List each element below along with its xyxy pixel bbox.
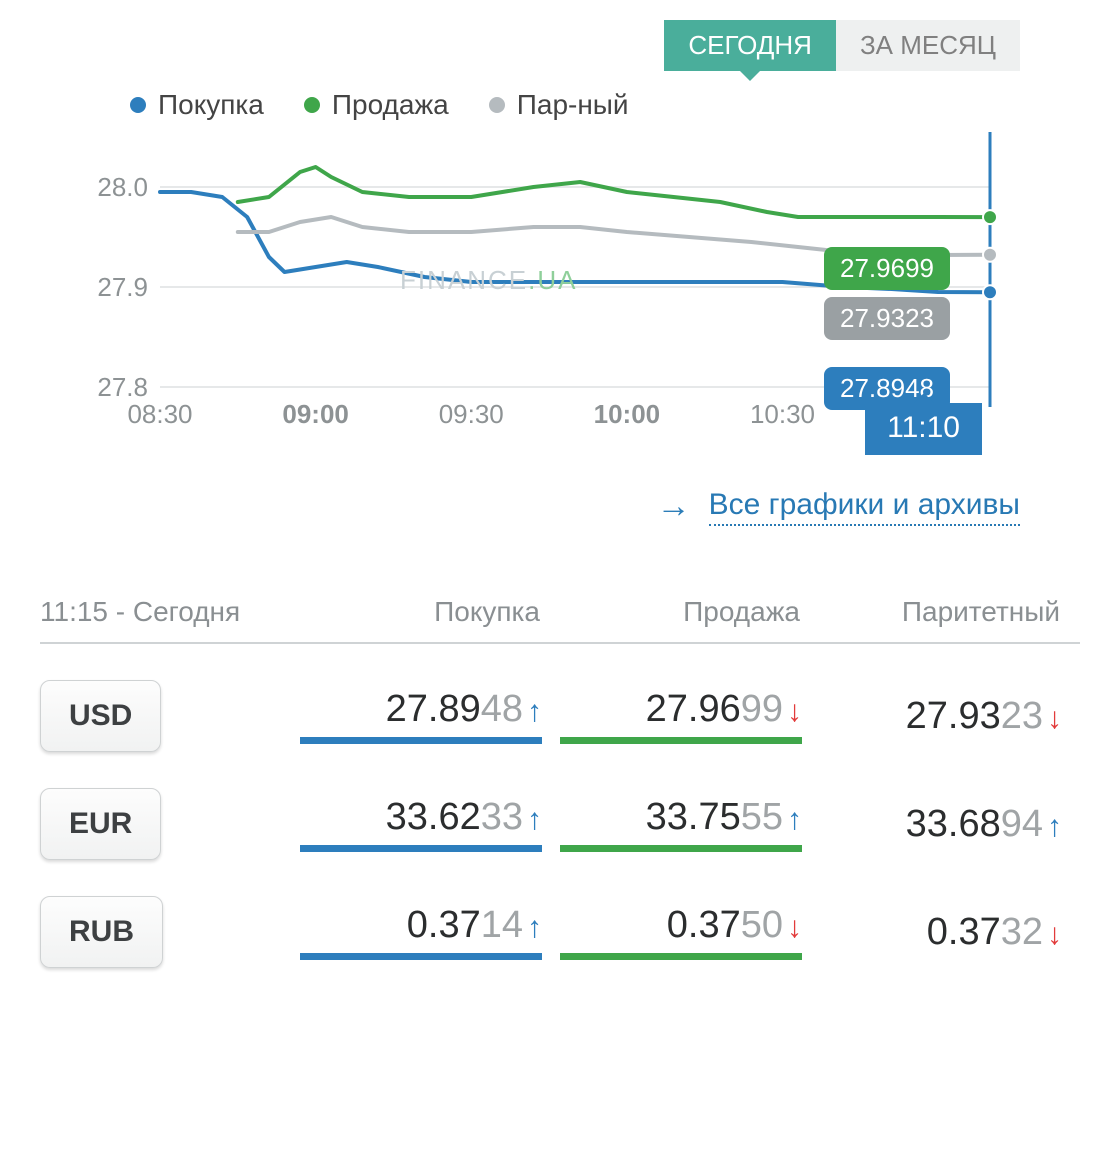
- legend-parity-swatch: [489, 97, 505, 113]
- period-tabs: СЕГОДНЯ ЗА МЕСЯЦ: [40, 20, 1020, 71]
- svg-text:27.8: 27.8: [97, 372, 148, 402]
- header-sell: Продажа: [560, 596, 820, 628]
- legend-sell-label: Продажа: [332, 89, 449, 121]
- value-bar: [560, 737, 802, 744]
- value-cell: 0.3732↓: [820, 911, 1080, 954]
- value-cell: 27.9323↓: [820, 695, 1080, 738]
- legend-parity: Пар-ный: [489, 89, 629, 121]
- arrow-up-icon: ↑: [527, 911, 542, 944]
- value-cell: 27.8948↑: [300, 688, 560, 744]
- legend-buy: Покупка: [130, 89, 264, 121]
- legend-buy-label: Покупка: [158, 89, 264, 121]
- tab-today[interactable]: СЕГОДНЯ: [664, 20, 836, 71]
- arrow-up-icon: ↑: [527, 695, 542, 728]
- header-time: 11:15 - Сегодня: [40, 596, 300, 628]
- value-cell: 0.3750↓: [560, 904, 820, 960]
- arrow-down-icon: ↓: [1047, 702, 1062, 735]
- badge-sell: 27.9699: [824, 247, 950, 290]
- value-bar: [300, 737, 542, 744]
- table-row: EUR 33.6233↑33.7555↑33.6894↑: [40, 788, 1080, 860]
- table-row: RUB 0.3714↑0.3750↓0.3732↓: [40, 896, 1080, 968]
- svg-text:27.9: 27.9: [97, 272, 148, 302]
- svg-text:28.0: 28.0: [97, 172, 148, 202]
- svg-text:09:30: 09:30: [439, 399, 504, 429]
- tab-month[interactable]: ЗА МЕСЯЦ: [836, 20, 1020, 71]
- svg-text:10:00: 10:00: [594, 399, 661, 429]
- svg-text:09:00: 09:00: [282, 399, 349, 429]
- rates-table-header: 11:15 - Сегодня Покупка Продажа Паритетн…: [40, 596, 1080, 644]
- svg-text:10:30: 10:30: [750, 399, 815, 429]
- arrow-down-icon: ↓: [1047, 918, 1062, 951]
- arrow-right-icon: →: [657, 487, 691, 526]
- rate-chart[interactable]: 27.827.928.008:3009:0009:3010:0010:3011:…: [70, 127, 1010, 447]
- currency-button-eur[interactable]: EUR: [40, 788, 161, 860]
- legend-sell: Продажа: [304, 89, 449, 121]
- arrow-up-icon: ↑: [527, 803, 542, 836]
- value-bar: [300, 953, 542, 960]
- value-cell: 33.7555↑: [560, 796, 820, 852]
- badge-parity: 27.9323: [824, 297, 950, 340]
- value-bar: [560, 953, 802, 960]
- currency-button-usd[interactable]: USD: [40, 680, 161, 752]
- legend-buy-swatch: [130, 97, 146, 113]
- value-cell: 33.6894↑: [820, 803, 1080, 846]
- currency-button-rub[interactable]: RUB: [40, 896, 163, 968]
- value-bar: [560, 845, 802, 852]
- arrow-up-icon: ↑: [787, 803, 802, 836]
- header-buy: Покупка: [300, 596, 560, 628]
- badge-time: 11:10: [865, 403, 982, 455]
- archive-link-row: → Все графики и архивы: [40, 487, 1020, 526]
- legend-sell-swatch: [304, 97, 320, 113]
- value-bar: [300, 845, 542, 852]
- rates-table: 11:15 - Сегодня Покупка Продажа Паритетн…: [40, 596, 1080, 968]
- value-cell: 33.6233↑: [300, 796, 560, 852]
- arrow-down-icon: ↓: [787, 695, 802, 728]
- table-row: USD 27.8948↑27.9699↓27.9323↓: [40, 680, 1080, 752]
- svg-text:08:30: 08:30: [127, 399, 192, 429]
- arrow-down-icon: ↓: [787, 911, 802, 944]
- value-cell: 27.9699↓: [560, 688, 820, 744]
- value-cell: 0.3714↑: [300, 904, 560, 960]
- legend-parity-label: Пар-ный: [517, 89, 629, 121]
- chart-legend: Покупка Продажа Пар-ный: [40, 89, 1080, 121]
- header-parity: Паритетный: [820, 596, 1080, 628]
- arrow-up-icon: ↑: [1047, 810, 1062, 843]
- archive-link[interactable]: Все графики и архивы: [709, 488, 1020, 526]
